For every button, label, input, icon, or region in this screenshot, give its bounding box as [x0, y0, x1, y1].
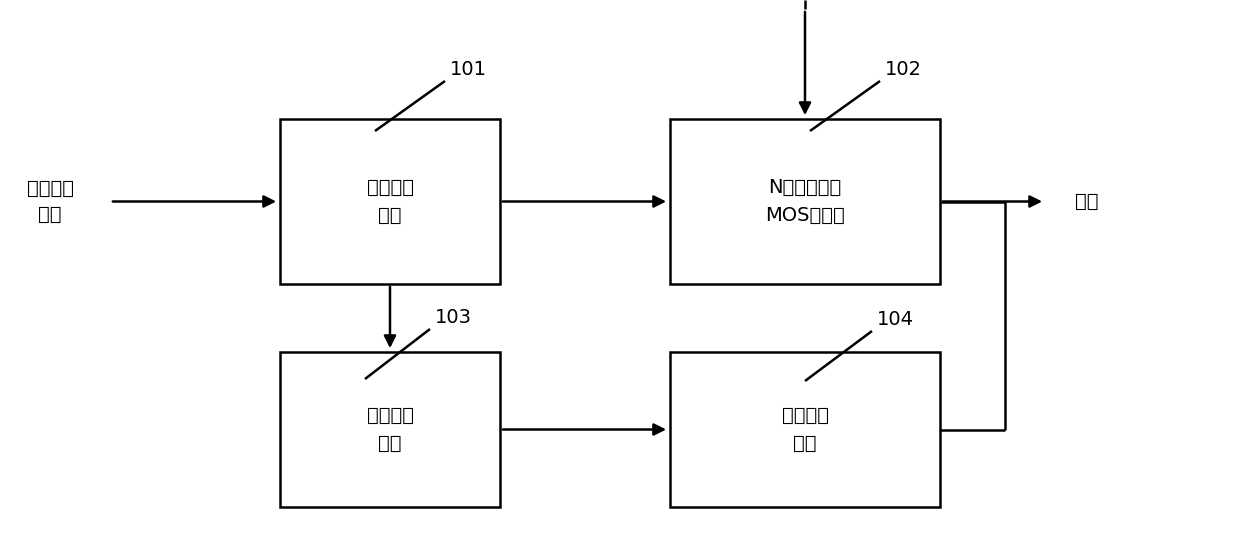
Text: 短路保护
电路: 短路保护 电路 [781, 406, 828, 453]
FancyBboxPatch shape [280, 119, 500, 284]
Text: 负载: 负载 [1075, 192, 1099, 211]
Text: 103: 103 [435, 308, 472, 327]
FancyBboxPatch shape [280, 352, 500, 507]
Text: 过流检测
电路: 过流检测 电路 [367, 178, 413, 225]
Text: 102: 102 [885, 60, 923, 79]
FancyBboxPatch shape [670, 352, 940, 507]
Text: 104: 104 [877, 310, 914, 329]
Text: 101: 101 [450, 60, 487, 79]
Text: 直流母线
输入: 直流母线 输入 [26, 179, 73, 224]
Text: N沟道增强型
MOS管电路: N沟道增强型 MOS管电路 [765, 178, 844, 225]
FancyBboxPatch shape [670, 119, 940, 284]
Text: 延迟控制
电路: 延迟控制 电路 [367, 406, 413, 453]
